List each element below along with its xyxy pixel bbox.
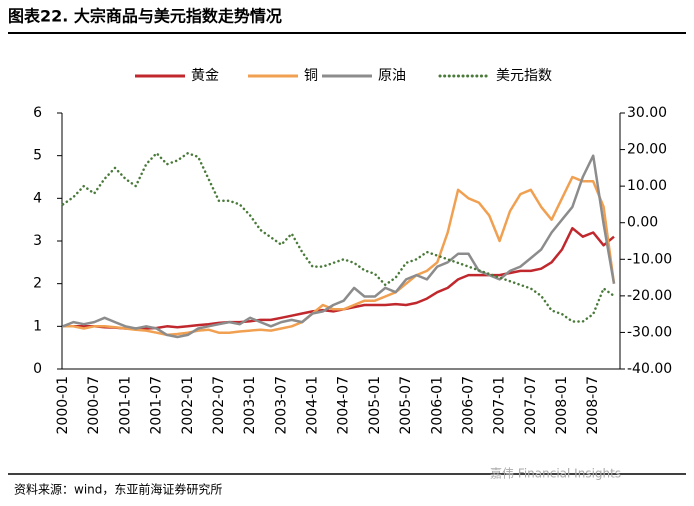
y2-tick-label: -10.00 <box>627 251 672 267</box>
y-tick-label: 5 <box>33 148 42 164</box>
y2-tick-label: 30.00 <box>627 105 667 121</box>
x-tick-label: 2007-07 <box>523 376 539 435</box>
x-tick-label: 2003-07 <box>273 376 289 435</box>
y2-tick-label: -40.00 <box>627 361 672 377</box>
chart-title: 图表22. 大宗商品与美元指数走势情况 <box>8 7 282 26</box>
x-tick-label: 2006-01 <box>429 376 445 435</box>
y2-tick-label: -30.00 <box>627 324 672 340</box>
y-tick-label: 4 <box>33 190 42 206</box>
x-tick-label: 2008-01 <box>554 376 570 435</box>
x-tick-label: 2005-01 <box>367 376 383 435</box>
x-tick-label: 2007-01 <box>492 376 508 435</box>
legend-label: 黄金 <box>191 67 219 84</box>
y-tick-label: 3 <box>33 233 42 249</box>
x-tick-label: 2005-07 <box>398 376 414 435</box>
y2-tick-label: 0.00 <box>627 215 658 231</box>
y2-tick-label: 10.00 <box>627 178 667 194</box>
x-tick-label: 2006-07 <box>460 376 476 435</box>
source: 资料来源：wind，东亚前海证券研究所 <box>14 482 222 497</box>
series-line <box>61 151 616 323</box>
x-tick-label: 2004-07 <box>336 376 352 435</box>
series-line <box>63 226 615 330</box>
x-tick-label: 2004-01 <box>305 376 321 435</box>
x-tick-label: 2000-01 <box>55 376 71 435</box>
x-tick-label: 2001-07 <box>149 376 165 435</box>
legend-label: 铜 <box>304 68 318 84</box>
y-tick-label: 6 <box>33 105 42 121</box>
x-tick-label: 2000-07 <box>86 376 102 435</box>
x-tick-label: 2003-01 <box>242 376 258 435</box>
series-line <box>62 154 616 339</box>
y-tick-label: 0 <box>33 361 42 377</box>
x-tick-label: 2008-07 <box>585 376 601 435</box>
y2-tick-label: -20.00 <box>627 288 672 304</box>
legend-label: 美元指数 <box>496 68 552 84</box>
legend-label: 原油 <box>378 68 406 84</box>
watermark: 嘉伟 Financial Insights <box>490 467 621 481</box>
y2-tick-label: 20.00 <box>627 142 667 158</box>
x-tick-label: 2002-07 <box>211 376 227 435</box>
x-tick-label: 2001-01 <box>117 376 133 435</box>
y-tick-label: 2 <box>33 276 42 292</box>
y-tick-label: 1 <box>33 318 42 334</box>
x-tick-label: 2002-01 <box>180 376 196 435</box>
series-line <box>63 175 616 337</box>
